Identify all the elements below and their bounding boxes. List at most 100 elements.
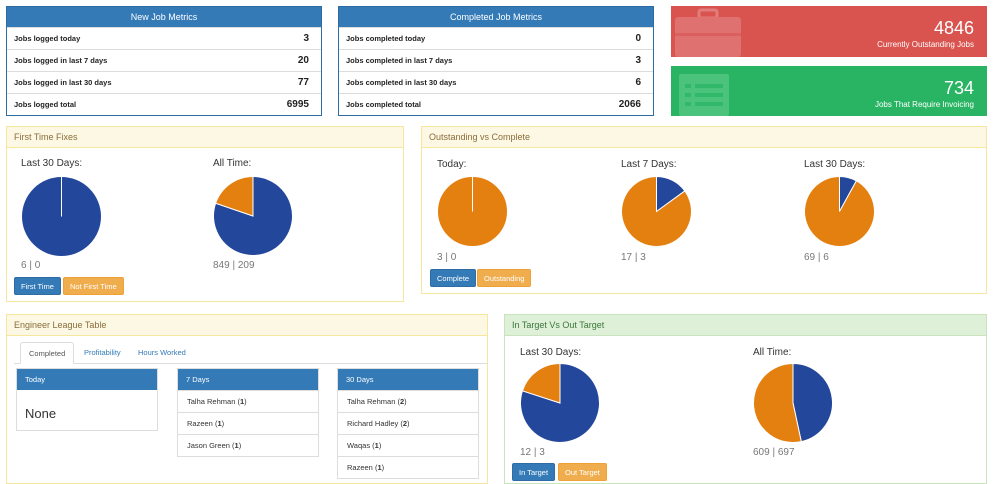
chart-counts: 17 | 3: [621, 252, 646, 263]
chart-counts: 12 | 3: [520, 447, 545, 458]
pie-slice-secondary: [521, 363, 561, 404]
engineer-name: Razeen: [347, 463, 373, 472]
engineer-count: 1: [239, 397, 245, 406]
league-row: Razeen (1): [178, 412, 318, 434]
chart-counts: 6 | 0: [21, 260, 41, 271]
first-time-fixes-all-time-pie: [213, 176, 293, 256]
invoicing-jobs-label: Jobs That Require Invoicing: [874, 100, 974, 109]
engineer-count: 2: [402, 419, 408, 428]
engineer-name: Razeen: [187, 419, 213, 428]
new-job-metrics-panel: New Job Metrics Jobs logged today 3 Jobs …: [6, 6, 322, 116]
metric-label: Jobs completed in last 7 days: [346, 56, 453, 65]
panel-title: Engineer League Table: [7, 315, 487, 336]
tab-profitability[interactable]: Profitability: [84, 348, 121, 357]
new-job-metrics-title: New Job Metrics: [7, 7, 321, 27]
metric-label: Jobs logged in last 30 days: [14, 78, 112, 87]
league-7-days-table: 7 Days Talha Rehman (1) Razeen (1) Jason…: [177, 368, 319, 457]
metric-row: Jobs logged in last 30 days 77: [7, 71, 321, 93]
metric-value: 2066: [618, 99, 641, 110]
briefcase-icon: [675, 8, 741, 57]
metric-value: 3: [303, 33, 309, 44]
engineer-count: 1: [217, 419, 222, 428]
completed-job-metrics-title: Completed Job Metrics: [339, 7, 653, 27]
metric-row: Jobs completed in last 30 days 6: [339, 71, 653, 93]
invoicing-jobs-count: 734: [943, 78, 974, 98]
metric-row: Jobs completed in last 7 days 3: [339, 49, 653, 71]
panel-title: Outstanding vs Complete: [422, 127, 986, 148]
invoicing-jobs-tile[interactable]: 734 Jobs That Require Invoicing: [671, 66, 987, 116]
completed-job-metrics-panel: Completed Job Metrics Jobs completed tod…: [338, 6, 654, 116]
tab-completed[interactable]: Completed: [20, 342, 75, 364]
chart-counts: 69 | 6: [804, 252, 829, 263]
in-target-legend-button[interactable]: In Target: [512, 463, 556, 481]
engineer-count: 1: [377, 463, 382, 472]
metric-row: Jobs logged today 3: [7, 27, 321, 49]
league-row: Waqas (1): [338, 434, 478, 456]
chart-label: Last 30 Days:: [21, 158, 83, 169]
engineer-name: Talha Rehman: [187, 397, 236, 406]
chart-counts: 609 | 697: [753, 447, 795, 458]
engineer-name: Waqas: [347, 441, 371, 450]
tab-hours-worked[interactable]: Hours Worked: [138, 348, 186, 357]
engineer-name: Richard Hadley: [347, 419, 399, 428]
chart-label: Last 7 Days:: [621, 159, 677, 170]
outstanding-7-days-pie: [621, 176, 692, 247]
out-target-legend-button[interactable]: Out Target: [558, 463, 607, 481]
league-tabs: Completed Profitability Hours Worked: [14, 342, 488, 364]
metric-label: Jobs completed in last 30 days: [346, 78, 457, 87]
metric-label: Jobs completed total: [346, 100, 422, 109]
league-row: Talha Rehman (1): [178, 390, 318, 412]
complete-legend-button[interactable]: Complete: [430, 269, 477, 287]
in-target-all-time-pie: [753, 363, 833, 443]
panel-title: In Target Vs Out Target: [505, 315, 986, 336]
metric-value: 6995: [286, 99, 309, 110]
league-row: Razeen (1): [338, 456, 478, 478]
pie-slice-primary: [792, 363, 833, 443]
metric-row: Jobs logged total 6995: [7, 93, 321, 115]
league-empty-text: None: [25, 406, 57, 421]
league-row: Richard Hadley (2): [338, 412, 478, 434]
outstanding-jobs-count: 4846: [933, 18, 974, 38]
metric-value: 20: [297, 55, 309, 66]
not-first-time-legend-button[interactable]: Not First Time: [63, 277, 124, 295]
in-target-30-days-pie: [520, 363, 600, 443]
invoice-icon: [679, 74, 729, 116]
outstanding-legend-button[interactable]: Outstanding: [477, 269, 532, 287]
league-table-title: Today: [17, 369, 157, 390]
first-time-fixes-30-days-pie: [21, 176, 102, 257]
metric-label: Jobs logged total: [14, 100, 77, 109]
metric-row: Jobs completed today 0: [339, 27, 653, 49]
first-time-legend-button[interactable]: First Time: [14, 277, 61, 295]
metric-value: 3: [635, 55, 641, 66]
outstanding-30-days-pie: [804, 176, 875, 247]
pie-slice-secondary: [214, 176, 254, 217]
chart-label: All Time:: [753, 347, 792, 358]
outstanding-today-pie: [437, 176, 508, 247]
league-30-days-table: 30 Days Talha Rehman (2) Richard Hadley …: [337, 368, 479, 479]
engineer-count: 1: [374, 441, 379, 450]
metric-value: 0: [635, 33, 641, 44]
chart-label: Last 30 Days:: [520, 347, 582, 358]
league-table-title: 30 Days: [338, 369, 478, 390]
metric-value: 77: [297, 77, 309, 88]
metric-row: Jobs logged in last 7 days 20: [7, 49, 321, 71]
outstanding-vs-complete-panel: Outstanding vs Complete: [421, 126, 987, 294]
engineer-count: 1: [234, 441, 239, 450]
league-table-title: 7 Days: [178, 369, 318, 390]
metric-label: Jobs completed today: [346, 34, 426, 43]
league-today-table: Today None: [16, 368, 158, 431]
chart-label: Today:: [437, 159, 467, 170]
metric-row: Jobs completed total 2066: [339, 93, 653, 115]
engineer-name: Talha Rehman: [347, 397, 396, 406]
metric-label: Jobs logged today: [14, 34, 81, 43]
outstanding-jobs-label: Currently Outstanding Jobs: [877, 40, 974, 49]
pie-slice-secondary: [753, 363, 802, 443]
chart-counts: 849 | 209: [213, 260, 255, 271]
outstanding-jobs-tile[interactable]: 4846 Currently Outstanding Jobs: [671, 6, 987, 57]
league-row: Jason Green (1): [178, 434, 318, 456]
chart-label: All Time:: [213, 158, 252, 169]
chart-label: Last 30 Days:: [804, 159, 866, 170]
metric-label: Jobs logged in last 7 days: [14, 56, 108, 65]
engineer-name: Jason Green: [187, 441, 230, 450]
metric-value: 6: [635, 77, 641, 88]
